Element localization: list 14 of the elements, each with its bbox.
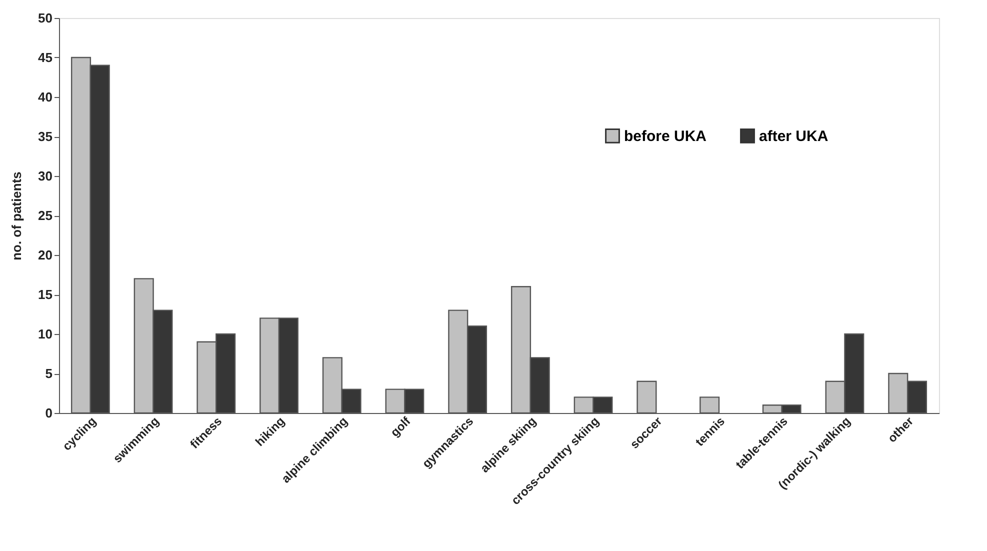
y-tick-label: 35 [38,129,52,144]
y-tick-label: 15 [38,287,52,302]
legend-label: before UKA [624,128,707,145]
y-tick-label: 50 [38,10,52,26]
y-tick-label: 40 [38,90,52,104]
y-tick-label: 30 [38,168,52,184]
y-tick-label: 25 [38,208,52,223]
y-tick-label: 45 [38,50,52,65]
y-axis-title: no. of patients [9,172,24,260]
y-tick-label: 10 [38,326,52,342]
legend-label: after UKA [759,128,828,145]
y-tick-label: 20 [38,248,52,262]
y-tick-label: 5 [45,366,52,381]
y-tick-label: 0 [45,406,52,420]
